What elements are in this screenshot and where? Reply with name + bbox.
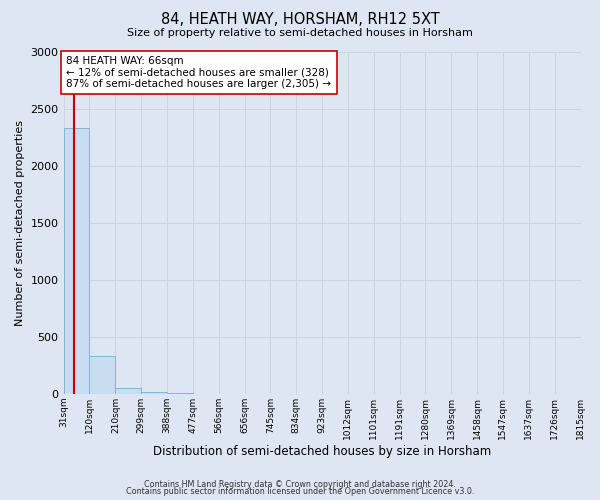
Text: 84 HEATH WAY: 66sqm
← 12% of semi-detached houses are smaller (328)
87% of semi-: 84 HEATH WAY: 66sqm ← 12% of semi-detach… — [67, 56, 331, 90]
Bar — [89, 356, 115, 394]
Y-axis label: Number of semi-detached properties: Number of semi-detached properties — [15, 120, 25, 326]
Text: Size of property relative to semi-detached houses in Horsham: Size of property relative to semi-detach… — [127, 28, 473, 38]
Text: 84, HEATH WAY, HORSHAM, RH12 5XT: 84, HEATH WAY, HORSHAM, RH12 5XT — [161, 12, 439, 28]
Bar — [115, 388, 141, 394]
Text: Contains HM Land Registry data © Crown copyright and database right 2024.: Contains HM Land Registry data © Crown c… — [144, 480, 456, 489]
Bar — [64, 128, 89, 394]
Text: Contains public sector information licensed under the Open Government Licence v3: Contains public sector information licen… — [126, 487, 474, 496]
X-axis label: Distribution of semi-detached houses by size in Horsham: Distribution of semi-detached houses by … — [153, 444, 491, 458]
Bar — [141, 392, 167, 394]
